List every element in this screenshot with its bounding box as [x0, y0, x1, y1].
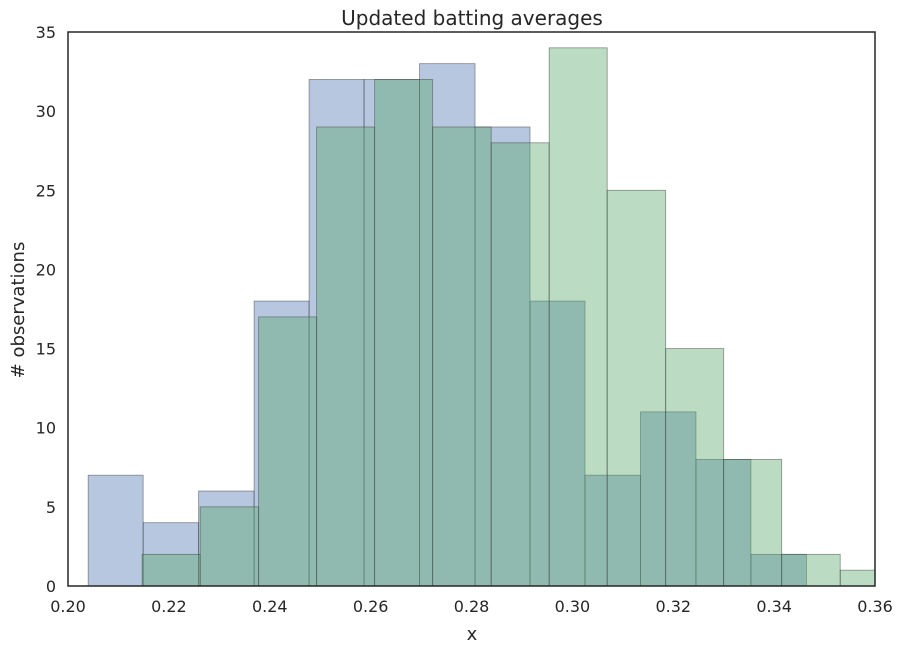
- histogram-bar-series-1-bin-4: [253, 300, 310, 587]
- histogram-bar-series-2-bin-7: [490, 142, 550, 587]
- y-tick-label: 35: [36, 23, 56, 42]
- histogram-bar-series-1-bin-8: [474, 126, 531, 587]
- histogram-bar-series-1-bin-10: [584, 474, 641, 587]
- histogram-bar-series-2-bin-9: [606, 189, 667, 587]
- histogram-bar-series-2-bin-3: [258, 316, 318, 587]
- histogram-bar-series-2-bin-2: [199, 506, 260, 587]
- y-tick-label: 30: [36, 102, 56, 121]
- histogram-bar-series-2-bin-1: [141, 553, 201, 587]
- x-tick-labels: 0.20 0.22 0.24 0.26 0.28 0.30 0.32 0.34 0.36: [50, 597, 893, 616]
- histogram-bar-series-2-bin-5: [374, 79, 434, 587]
- x-tick-label: 0.36: [857, 597, 893, 616]
- histogram-bar-series-2-bin-8: [548, 47, 608, 587]
- y-tick-label: 20: [36, 260, 56, 279]
- x-tick-label: 0.32: [655, 597, 691, 616]
- y-tick-label: 15: [36, 340, 56, 359]
- x-tick-label: 0.26: [353, 597, 389, 616]
- bars-layer: [87, 47, 876, 587]
- histogram-bar-series-2-bin-6: [432, 126, 492, 587]
- histogram-bar-series-2-bin-11: [723, 458, 783, 587]
- x-tick-label: 0.20: [50, 597, 86, 616]
- y-axis-label: # observations: [8, 242, 29, 379]
- plot-frame: [67, 31, 876, 587]
- y-tick-label: 25: [36, 181, 56, 200]
- x-tick-label: 0.34: [756, 597, 792, 616]
- chart-title: Updated batting averages: [341, 6, 603, 30]
- x-axis-label: x: [467, 624, 478, 645]
- y-tick-label: 0: [46, 577, 56, 596]
- histogram-bar-series-1-bin-7: [419, 63, 476, 587]
- histogram-bar-series-2-bin-10: [665, 348, 725, 587]
- y-tick-labels: 0 5 10 15 20 25 30 35: [36, 23, 56, 596]
- histogram-bar-series-1-bin-1: [87, 474, 144, 587]
- y-tick-label: 10: [36, 419, 56, 438]
- histogram-bar-series-1-bin-13: [750, 553, 807, 587]
- x-tick-label: 0.28: [454, 597, 490, 616]
- histogram-bar-series-1-bin-9: [529, 300, 586, 587]
- x-tick-label: 0.24: [252, 597, 288, 616]
- y-tick-label: 5: [46, 498, 56, 517]
- x-tick-label: 0.30: [555, 597, 591, 616]
- histogram-bar-series-2-bin-13: [839, 569, 876, 587]
- x-tick-label: 0.22: [151, 597, 187, 616]
- histogram-bar-series-2-bin-4: [316, 126, 376, 587]
- histogram-bar-series-2-bin-12: [781, 553, 841, 587]
